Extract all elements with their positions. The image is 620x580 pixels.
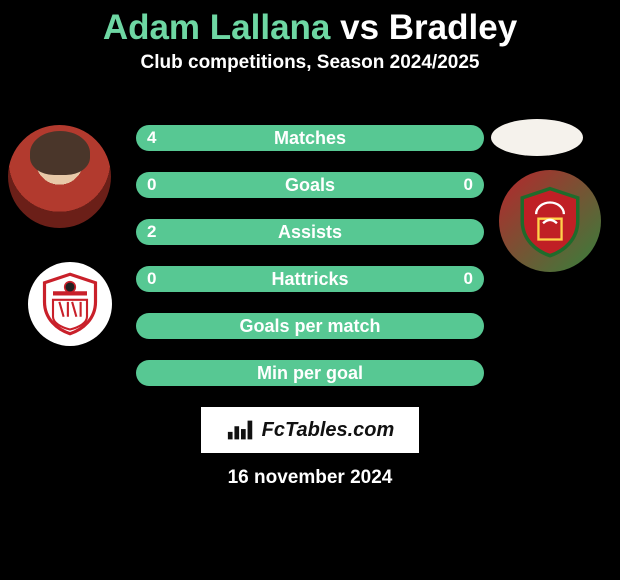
- stat-label: Goals: [285, 175, 335, 196]
- stat-pill: Min per goal: [136, 360, 484, 386]
- stat-pill: Goals per match: [136, 313, 484, 339]
- stat-value-left: 0: [147, 266, 156, 292]
- date: 16 november 2024: [0, 467, 620, 489]
- bars-icon: [226, 418, 256, 442]
- stat-label: Goals per match: [239, 316, 380, 337]
- stat-row: Goals per match: [136, 313, 484, 339]
- stat-pill: Goals 0 0: [136, 172, 484, 198]
- stat-row: Assists 2: [136, 219, 484, 245]
- stat-pill: Assists 2: [136, 219, 484, 245]
- stat-label: Matches: [274, 128, 346, 149]
- stat-pill: Matches 4: [136, 125, 484, 151]
- page-title: Adam Lallana vs Bradley: [0, 0, 620, 48]
- stat-row: Min per goal: [136, 360, 484, 386]
- stat-value-left: 4: [147, 125, 156, 151]
- stat-row: Hattricks 0 0: [136, 266, 484, 292]
- subtitle: Club competitions, Season 2024/2025: [0, 52, 620, 74]
- stat-value-right: 0: [464, 172, 473, 198]
- stat-value-right: 0: [464, 266, 473, 292]
- stat-value-left: 2: [147, 219, 156, 245]
- player1-name: Adam Lallana: [103, 8, 331, 47]
- stat-row: Matches 4: [136, 125, 484, 151]
- comparison-card: Adam Lallana vs Bradley Club competition…: [0, 0, 620, 580]
- brand-badge[interactable]: FcTables.com: [201, 407, 419, 453]
- stat-row: Goals 0 0: [136, 172, 484, 198]
- stat-value-left: 0: [147, 172, 156, 198]
- vs-word: vs: [340, 8, 389, 47]
- stats-area: Matches 4 Goals 0 0 Assists 2 Hattricks 0 0 Goals …: [0, 125, 620, 489]
- stat-label: Hattricks: [271, 269, 348, 290]
- stat-label: Assists: [278, 222, 342, 243]
- brand-text: FcTables.com: [262, 419, 395, 442]
- stat-pill: Hattricks 0 0: [136, 266, 484, 292]
- player2-name: Bradley: [389, 8, 517, 47]
- stat-label: Min per goal: [257, 363, 363, 384]
